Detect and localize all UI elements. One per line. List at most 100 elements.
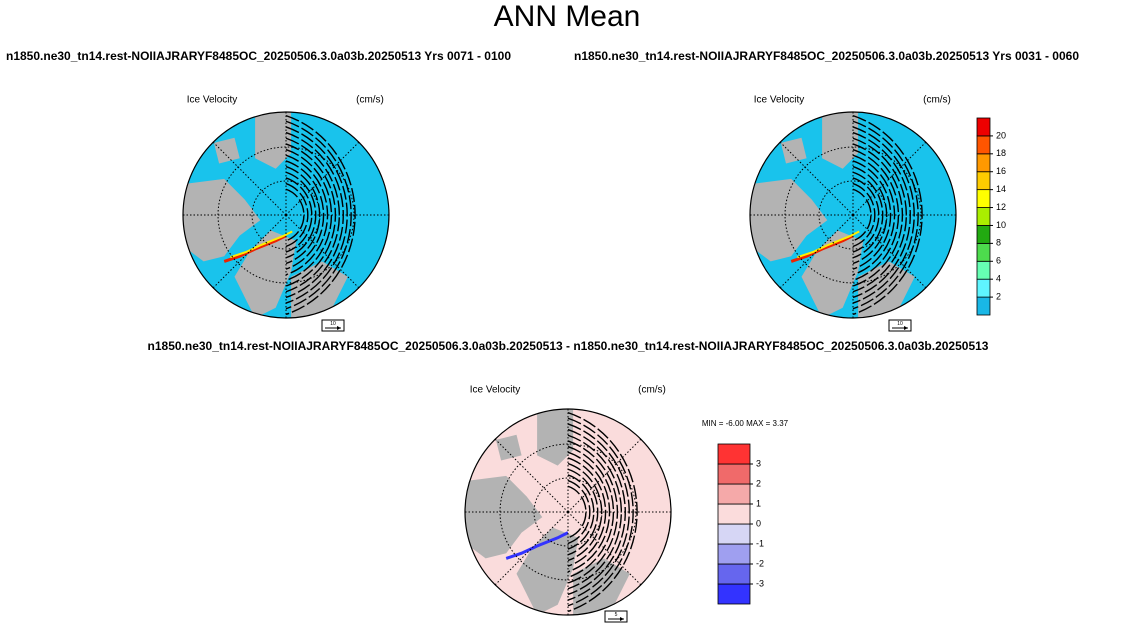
colorbar-box [717,583,751,605]
streamline [567,468,599,556]
ice-edge [505,531,569,560]
colorbar-tick-label: 1 [756,498,761,508]
colorbar-tick-label: 2 [996,291,1001,301]
colorbar-box [717,483,751,505]
streamline [285,114,356,316]
streamline [852,154,896,276]
streamline [285,126,348,304]
title: ANN Mean [494,0,641,33]
streamline [852,160,892,270]
ice-edge [790,234,854,263]
map-border [749,111,957,319]
streamline [852,126,915,304]
units-label: (cm/s) [638,385,666,396]
colorbar-box [717,463,751,485]
land [780,137,807,164]
case-title: n1850.ne30_tn14.rest-NOIIAJRARYF8485OC_2… [148,339,989,353]
land [465,475,543,559]
colorbar-tick-label: 3 [756,458,761,468]
streamline [285,120,352,310]
colorbar-box [976,135,991,155]
colorbar-box [717,443,751,465]
streamline [852,177,880,253]
streamline [567,474,595,550]
streamline [852,148,900,282]
streamline [567,485,587,539]
graticule [533,477,603,547]
streamline [285,188,305,242]
reference-vector-label: 5 [615,612,618,618]
colorbar-tick-label: 20 [996,130,1006,140]
land [183,178,261,262]
streamline [852,188,872,242]
streamline [852,114,923,316]
colorbar-box [717,563,751,585]
colorbar-tick-label: -3 [756,578,764,588]
polar-map [183,112,389,318]
colorbar-tick-label: 10 [996,220,1006,230]
land [822,112,859,169]
land [537,409,574,466]
polar-map [750,112,956,318]
reference-vector-head [904,326,908,330]
streamline [852,171,884,259]
streamline [285,177,313,253]
min-max: MIN = -6.00 MAX = 3.37 [702,419,789,428]
land [255,112,292,169]
colorbar-box [717,503,751,525]
colorbar-box [976,278,991,298]
colorbar-tick-label: 18 [996,148,1006,158]
reference-vector-label: 10 [330,321,336,327]
colorbar-tick-label: 16 [996,166,1006,176]
streamline [285,154,329,276]
colorbar-tick-label: 14 [996,184,1006,194]
reference-vector-box [321,319,345,332]
case-title: n1850.ne30_tn14.rest-NOIIAJRARYF8485OC_2… [6,49,511,63]
streamline [285,171,317,259]
colorbar-box [976,225,991,244]
colorbar-box [976,207,991,226]
streamline [285,160,325,270]
colorbar-tick-label: -1 [756,538,764,548]
units-label: (cm/s) [356,95,384,106]
colorbar-tick-label: 8 [996,238,1001,248]
colorbar-tick-label: -2 [756,558,764,568]
case-title: n1850.ne30_tn14.rest-NOIIAJRARYF8485OC_2… [574,49,1079,63]
colorbar-tick-label: 0 [756,518,761,528]
land [495,434,522,461]
reference-vector-box [888,319,912,332]
reference-vector-head [620,617,624,621]
colorbar-box [976,117,991,137]
colorbar-box [976,296,991,316]
colorbar-box [976,171,991,191]
units-label: (cm/s) [923,95,951,106]
colorbar-box [976,260,991,280]
polar-map [465,409,671,615]
colorbar-box [976,189,991,208]
land [750,178,828,262]
map-border [464,408,672,616]
colorbar-box [717,523,751,545]
reference-vector-label: 10 [897,321,903,327]
colorbar-tick-label: 2 [756,478,761,488]
colorbar-tick-label: 6 [996,256,1001,266]
colorbar-tick-label: 4 [996,274,1001,284]
reference-vector-head [337,326,341,330]
field-label: Ice Velocity [754,95,805,106]
streamline [567,451,611,573]
graticule [251,180,321,250]
map-border [182,111,390,319]
reference-vector-box [604,610,628,623]
streamline [567,457,607,567]
ice-edge [223,234,287,263]
land [213,137,240,164]
ice-edge [797,230,860,259]
streamline [567,411,638,613]
colorbar-box [976,153,991,173]
streamline [567,417,634,607]
colorbar-box [717,543,751,565]
graticule [818,180,888,250]
streamline [852,120,919,310]
colorbar-tick-label: 12 [996,202,1006,212]
